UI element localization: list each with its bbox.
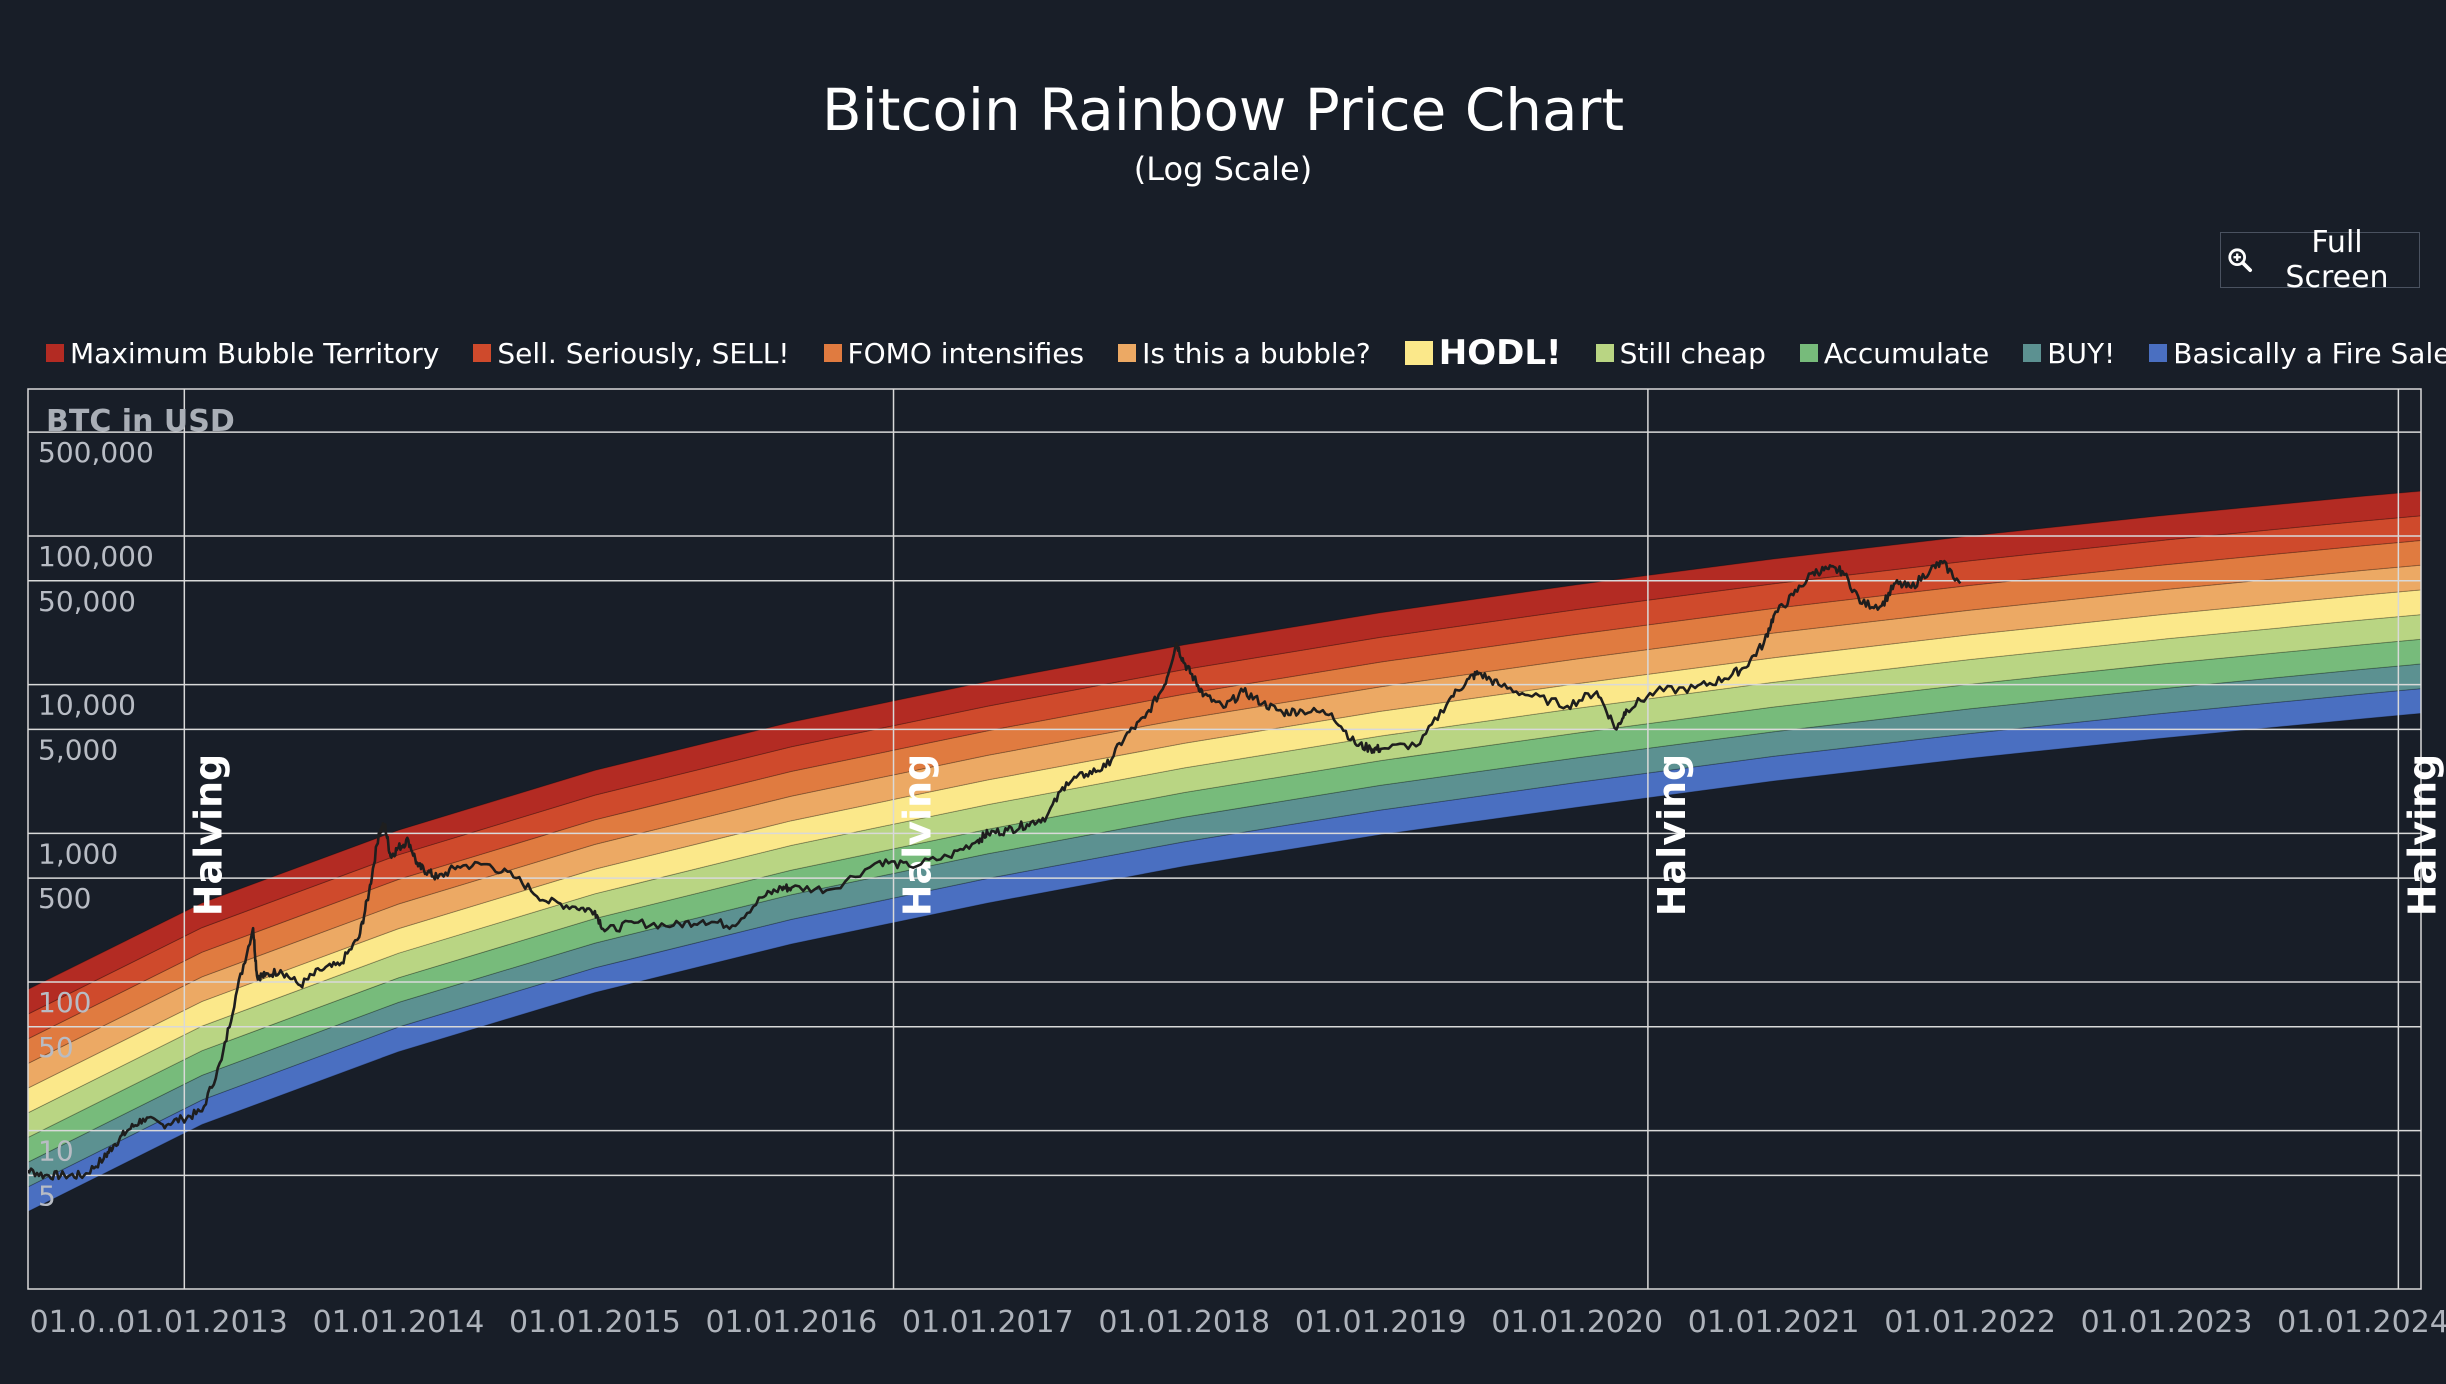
y-tick-label: 5,000 xyxy=(38,733,118,766)
chart-title: Bitcoin Rainbow Price Chart xyxy=(821,76,1625,144)
y-tick-label: 1,000 xyxy=(38,837,118,870)
y-tick-label: 500,000 xyxy=(38,436,154,469)
legend-item[interactable]: BUY! xyxy=(2023,337,2115,370)
legend-label: Accumulate xyxy=(1823,336,1990,370)
legend-swatch xyxy=(473,344,492,362)
halving-label: Halving xyxy=(2400,754,2444,917)
x-tick-label: 01.01.2018 xyxy=(1098,1305,1270,1340)
y-tick-label: 50 xyxy=(38,1031,74,1064)
legend-label: Basically a Fire Sale xyxy=(2173,336,2446,370)
x-tick-label: 01.0… xyxy=(30,1305,127,1340)
rainbow-band xyxy=(28,663,2421,1188)
legend-label: Sell. Seriously, SELL! xyxy=(497,336,790,370)
x-tick-label: 01.01.2013 xyxy=(116,1305,288,1340)
x-tick-label: 01.01.2014 xyxy=(313,1305,485,1340)
legend-label: FOMO intensifies xyxy=(847,336,1085,370)
x-tick-label: 01.01.2017 xyxy=(902,1305,1074,1340)
legend-swatch xyxy=(2149,344,2168,362)
chart-subtitle: (Log Scale) xyxy=(1133,150,1313,188)
legend-swatch xyxy=(1118,344,1137,362)
y-tick-label: 500 xyxy=(38,882,91,915)
y-tick-label: 5 xyxy=(38,1179,56,1212)
x-tick-label: 01.01.2015 xyxy=(509,1305,681,1340)
y-tick-label: 10,000 xyxy=(38,689,136,722)
y-tick-label: 100 xyxy=(38,986,91,1019)
x-tick-label: 01.01.2020 xyxy=(1491,1305,1663,1340)
legend-label: BUY! xyxy=(2047,336,2116,370)
legend-item[interactable]: FOMO intensifies xyxy=(823,336,1085,370)
x-tick-label: 01.01.2022 xyxy=(1884,1305,2056,1340)
legend-swatch xyxy=(823,344,842,362)
legend-swatch xyxy=(46,344,64,362)
halving-label: Halving xyxy=(186,754,230,917)
legend-item[interactable]: Maximum Bubble Territory xyxy=(46,337,439,370)
legend-item[interactable]: Is this a bubble? xyxy=(1118,337,1371,370)
y-tick-label: 100,000 xyxy=(38,540,154,573)
legend-swatch xyxy=(1595,344,1614,362)
legend-label: Is this a bubble? xyxy=(1142,336,1371,370)
chart-legend: Maximum Bubble Territory Sell. Seriously,… xyxy=(46,328,2446,378)
x-tick-label: 01.01.2023 xyxy=(2081,1305,2253,1340)
legend-label: Maximum Bubble Territory xyxy=(70,336,440,370)
rainbow-band xyxy=(28,490,2421,1015)
y-tick-label: 50,000 xyxy=(38,585,136,618)
y-tick-label: 10 xyxy=(38,1135,74,1168)
x-tick-label: 01.01.2021 xyxy=(1688,1305,1860,1340)
x-tick-label: 01.01.2019 xyxy=(1295,1305,1467,1340)
full-screen-label: Full Screen xyxy=(2285,225,2389,295)
halving-label: Halving xyxy=(896,754,940,917)
zoom-in-icon xyxy=(2228,248,2253,273)
legend-item[interactable]: Accumulate xyxy=(1799,336,1990,370)
y-axis-title: BTC in USD xyxy=(46,404,235,439)
rainbow-band xyxy=(28,688,2421,1213)
legend-item[interactable]: Sell. Seriously, SELL! xyxy=(473,336,790,370)
plot-border xyxy=(27,388,2422,1290)
legend-item[interactable]: Still cheap xyxy=(1595,336,1766,370)
legend-swatch xyxy=(2023,344,2042,362)
full-screen-button[interactable]: Full Screen xyxy=(2220,225,2420,295)
legend-swatch xyxy=(1799,344,1818,362)
legend-swatch xyxy=(1404,341,1433,365)
x-tick-label: 01.01.2016 xyxy=(705,1305,877,1340)
halving-label: Halving xyxy=(1650,754,1694,917)
legend-item[interactable]: Basically a Fire Sale xyxy=(2149,337,2446,370)
legend-item[interactable]: HODL! xyxy=(1404,333,1562,373)
legend-label: Still cheap xyxy=(1619,336,1766,370)
btc-price-line xyxy=(28,559,1962,1181)
legend-label: HODL! xyxy=(1438,333,1562,373)
x-tick-label: 01.01.2024 xyxy=(2277,1305,2446,1340)
rainbow-band xyxy=(28,614,2421,1139)
